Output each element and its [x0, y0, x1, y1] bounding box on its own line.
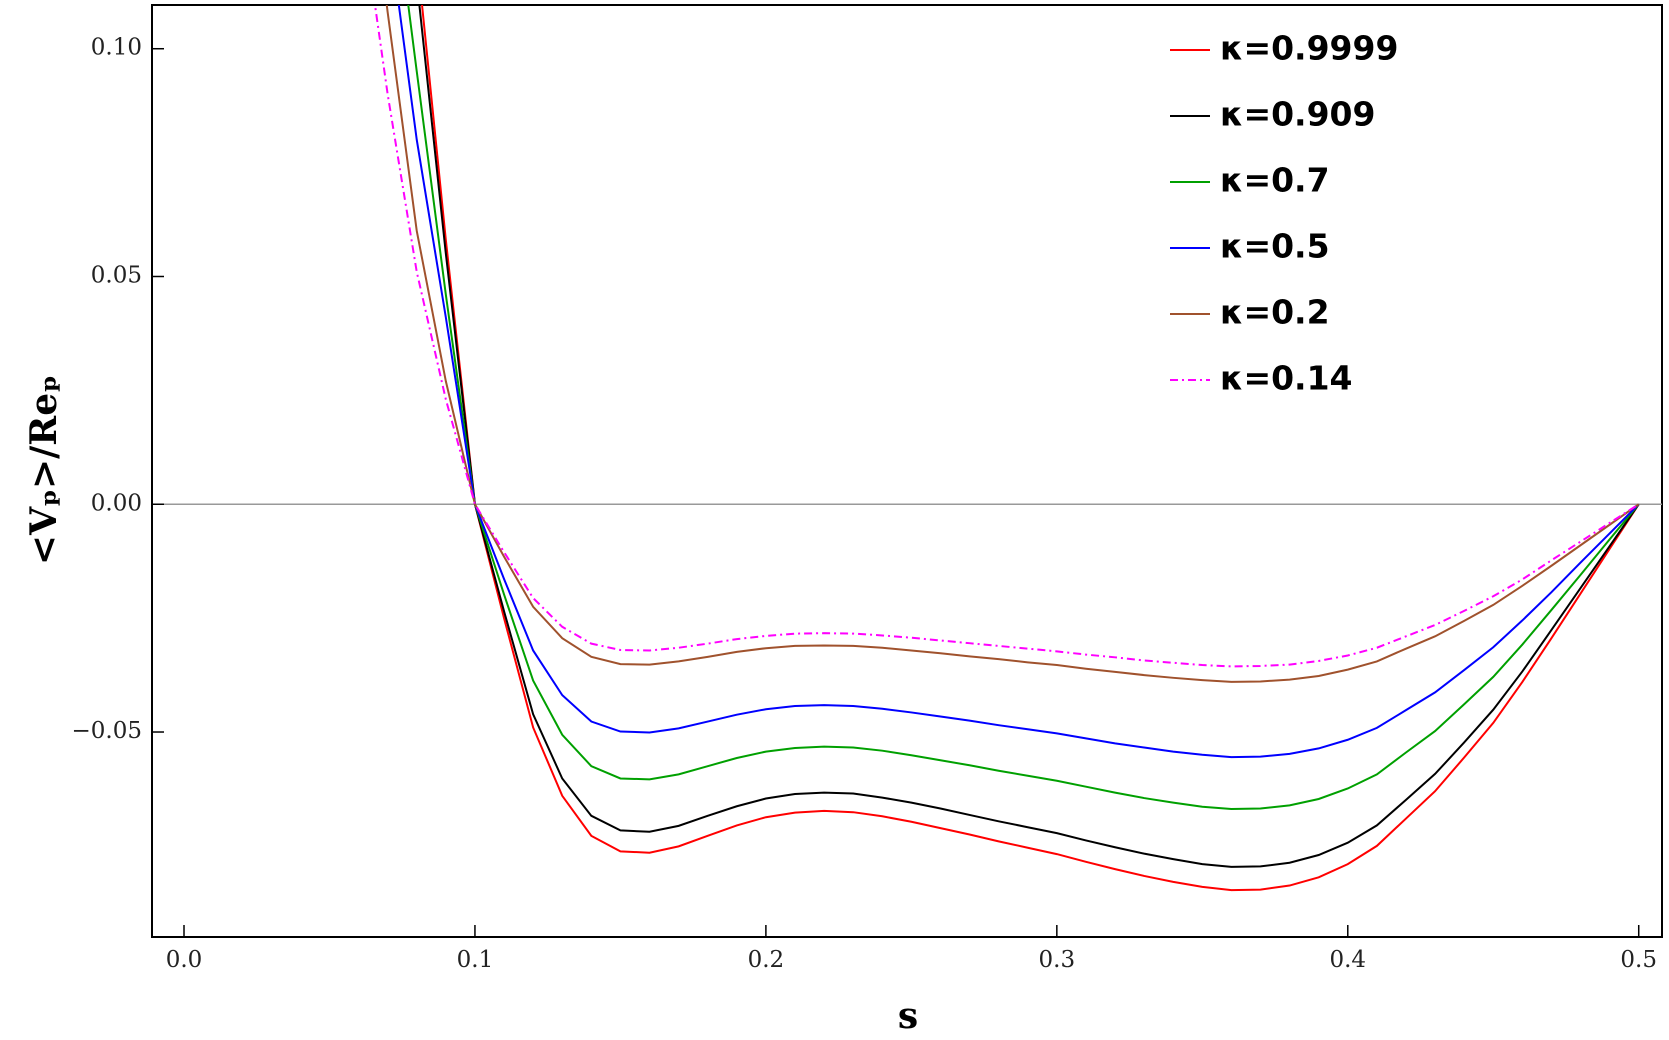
series-line	[421, 5, 1640, 892]
series-line	[373, 5, 1640, 668]
y-tick-label: 0.05	[91, 262, 142, 288]
x-tick-label: 0.1	[457, 947, 494, 973]
series-line	[418, 5, 1640, 868]
x-tick-label: 0.5	[1620, 947, 1657, 973]
series-line	[397, 5, 1640, 759]
x-tick-label: 0.2	[748, 947, 785, 973]
plot-frame	[151, 4, 1663, 938]
legend-label: κ=0.909	[1220, 95, 1375, 134]
legend-label: κ=0.14	[1220, 359, 1353, 398]
plot-lines	[373, 5, 1640, 892]
legend-label: κ=0.2	[1220, 293, 1330, 332]
series-line	[407, 5, 1640, 811]
x-tick-label: 0.0	[166, 947, 203, 973]
legend-label: κ=0.5	[1220, 227, 1330, 266]
x-tick-label: 0.4	[1329, 947, 1366, 973]
legend-label: κ=0.7	[1220, 161, 1330, 200]
y-tick-label: 0.00	[91, 490, 142, 516]
legend-label: κ=0.9999	[1220, 29, 1398, 68]
x-axis-label: s	[898, 995, 918, 1037]
y-tick-label: −0.05	[72, 718, 142, 744]
x-tick-label: 0.3	[1039, 947, 1076, 973]
series-line	[385, 5, 1640, 683]
y-axis-label: <Vₚ>/Reₚ	[23, 375, 65, 565]
y-tick-label: 0.10	[91, 35, 142, 61]
